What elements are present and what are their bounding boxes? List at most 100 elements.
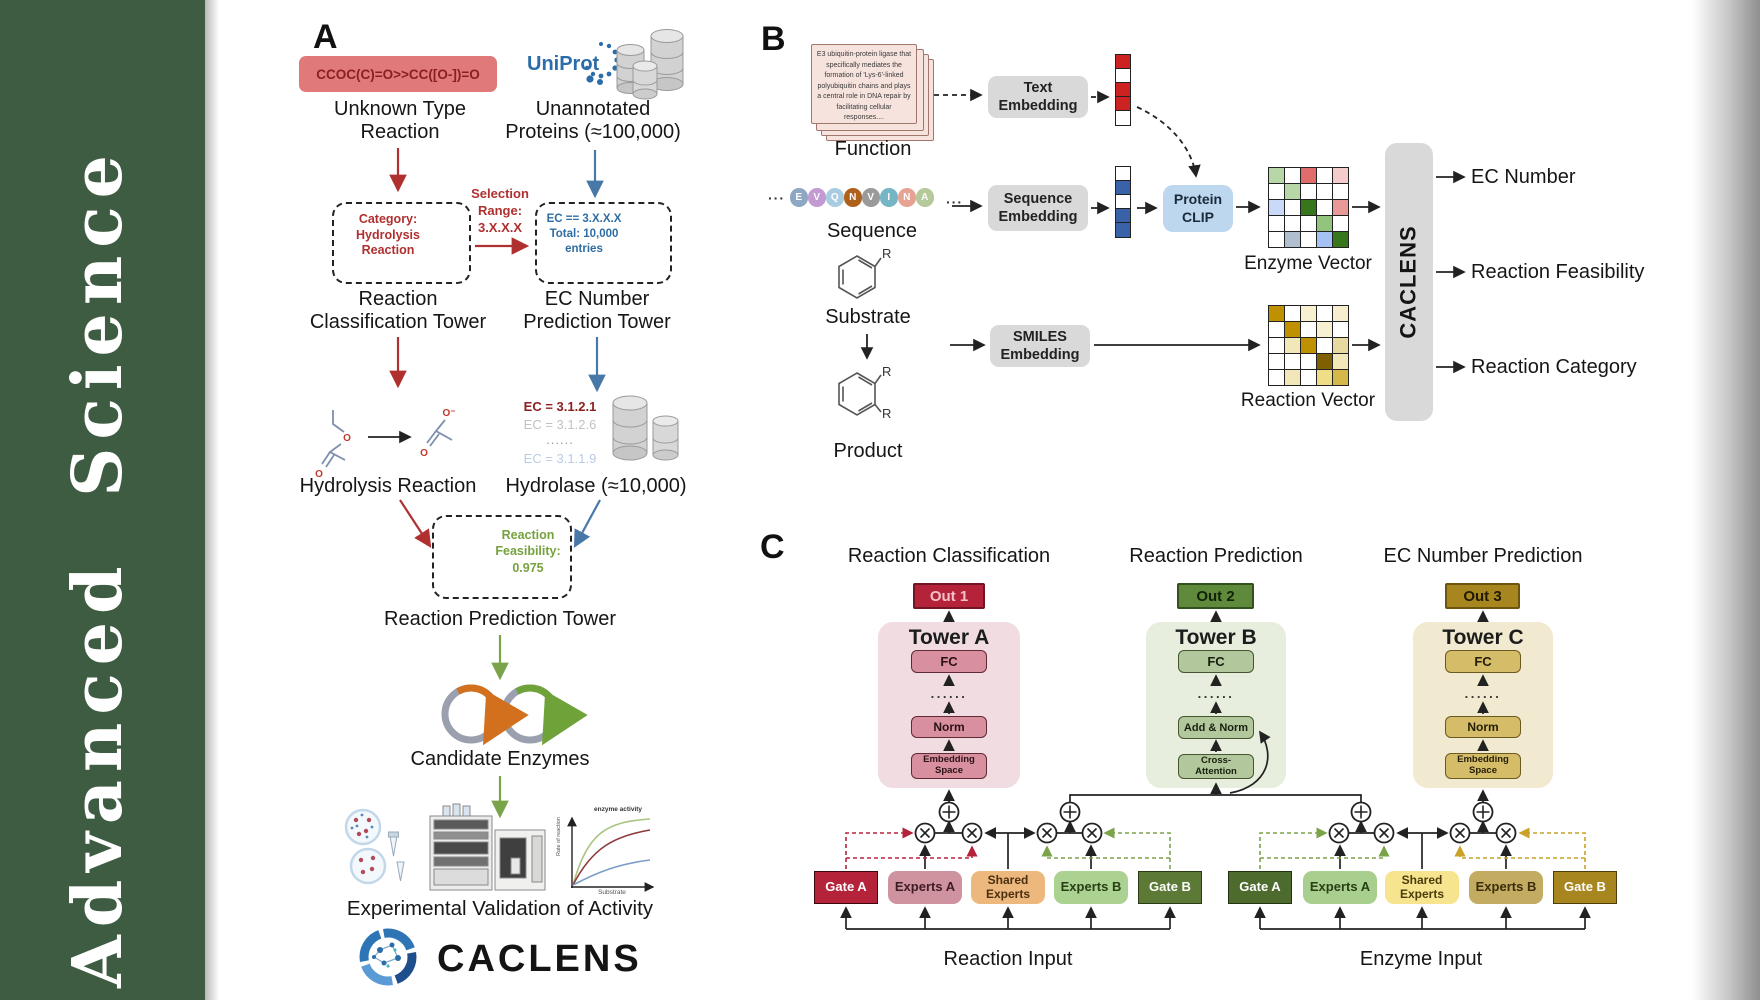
tower-c-fc: FC: [1445, 650, 1521, 673]
prediction-tower-label: Reaction Prediction Tower: [384, 608, 616, 630]
page-edge-shadow: [205, 0, 219, 1000]
text-embedding-vector: [1115, 53, 1131, 127]
sequence-residue: V: [807, 188, 826, 207]
enzyme-gate-b: Gate B: [1553, 871, 1617, 904]
reaction-experts-a: Experts A: [888, 871, 962, 904]
hydrolysis-molecules: O O O⁻ O: [315, 408, 455, 480]
caclens-logo-icon: [359, 928, 417, 986]
reaction-shared-experts: Shared Experts: [971, 871, 1045, 904]
activity-chart-ylabel: Rate of reaction: [556, 817, 562, 856]
text-embedding-label: Text Embedding: [998, 79, 1078, 114]
tower-c-embedding-space: Embedding Space: [1445, 753, 1521, 779]
enzyme-gate-a: Gate A: [1228, 871, 1292, 904]
enzyme-input-label: Enzyme Input: [1359, 948, 1483, 970]
substrate-product-molecules: [838, 255, 882, 416]
protein-clip-box: Protein CLIP: [1163, 185, 1233, 232]
smiles-embedding-box: SMILES Embedding: [990, 325, 1090, 367]
out3-box: Out 3: [1445, 583, 1520, 609]
tower-b-add-norm: Add & Norm: [1178, 716, 1254, 739]
hydrolysis-reaction-label: Hydrolysis Reaction: [299, 475, 477, 497]
sequence-label: Sequence: [826, 220, 918, 242]
selection-range-text: Selection Range: 3.X.X.X: [471, 186, 529, 235]
svg-text:O: O: [420, 448, 428, 459]
sequence-residue: V: [861, 188, 880, 207]
product-r1-label: R: [882, 364, 892, 379]
smiles-reaction-text: CCOC(C)=O>>CC([O-])=O: [316, 66, 480, 82]
petri-dish-icons: [344, 808, 405, 885]
panel-c-label: C: [760, 528, 785, 566]
reaction-experts-b: Experts B: [1054, 871, 1128, 904]
tower-c-dots: ......: [1464, 686, 1502, 701]
panel-a-label: A: [313, 18, 338, 56]
output-reaction-feasibility: Reaction Feasibility: [1471, 261, 1645, 283]
substrate-r-label: R: [882, 246, 892, 261]
reaction-gate-b: Gate B: [1138, 871, 1202, 904]
function-card-text: E3 ubiquitin-protein ligase that specifi…: [816, 51, 912, 121]
plasmid-icons: [441, 684, 588, 746]
output-reaction-category: Reaction Category: [1471, 356, 1637, 378]
sequence-residue: N: [897, 188, 916, 207]
enzyme-shared-experts: Shared Experts: [1385, 871, 1459, 904]
classification-tower-label: Reaction Classification Tower: [309, 288, 487, 333]
ec-entry-1: EC = 3.1.2.1: [523, 399, 597, 414]
output-ec-number: EC Number: [1471, 166, 1576, 188]
substrate-label: Substrate: [825, 306, 911, 328]
panel-b-label: B: [761, 20, 786, 58]
product-label: Product: [833, 440, 903, 462]
tower-a-title: Tower A: [908, 626, 990, 649]
page-right-fade: [1692, 0, 1760, 1000]
sum-and-product-nodes: [914, 801, 1517, 844]
tower-b-dots: ......: [1197, 686, 1235, 701]
sequence-residue: Q: [825, 188, 844, 207]
activity-chart-title: enzyme activity: [594, 806, 643, 813]
enzyme-vector-label: Enzyme Vector: [1244, 253, 1372, 274]
enzyme-icon-label: Enzyme: [452, 561, 482, 570]
text-embedding-box: Text Embedding: [988, 76, 1088, 118]
ec-entry-3: EC = 3.1.1.9: [523, 451, 597, 466]
sequence-embedding-box: Sequence Embedding: [988, 185, 1088, 231]
function-card: E3 ubiquitin-protein ligase that specifi…: [811, 44, 917, 124]
svg-text:O⁻: O⁻: [442, 408, 455, 419]
caclens-wordmark: CACLENS: [437, 938, 642, 980]
tower-a-fc: FC: [911, 650, 987, 673]
header-ec-number-prediction: EC Number Prediction: [1383, 545, 1583, 567]
category-text: Category: Hydrolysis Reaction: [356, 212, 420, 258]
enzyme-vector-matrix: [1267, 166, 1349, 248]
enzyme-experts-b: Experts B: [1469, 871, 1543, 904]
feasibility-text: Reaction Feasibility: 0.975: [495, 528, 561, 575]
smiles-embedding-label: SMILES Embedding: [1000, 328, 1080, 363]
caclens-module-label: CACLENS: [1396, 225, 1421, 339]
out2-box: Out 2: [1177, 583, 1254, 609]
reaction-input-label: Reaction Input: [943, 948, 1073, 970]
svg-text:O: O: [343, 433, 351, 444]
tower-b-cross-attention: Cross- Attention: [1178, 754, 1254, 779]
database-stack-uniprot: [616, 29, 684, 100]
ec-entry-2: EC = 3.1.2.6: [523, 417, 597, 432]
function-label: Function: [834, 138, 912, 160]
product-r2-label: R: [882, 406, 892, 421]
enzyme-experts-a: Experts A: [1303, 871, 1377, 904]
journal-title: Advanced Science: [58, 147, 138, 988]
reaction-vector-label: Reaction Vector: [1240, 390, 1376, 411]
unannotated-proteins-label: Unannotated Proteins (≈100,000): [505, 98, 681, 143]
tower-a-norm: Norm: [911, 716, 987, 738]
uniprot-logo: UniProt: [527, 53, 600, 75]
sequence-ellipsis-right: ···: [946, 194, 963, 210]
out1-box: Out 1: [913, 583, 985, 609]
sequence-ellipsis-left: ···: [768, 190, 785, 206]
activity-chart-xlabel: Substrate: [598, 889, 626, 896]
candidate-enzymes-label: Candidate Enzymes: [410, 748, 590, 770]
experimental-validation-label: Experimental Validation of Activity: [346, 897, 654, 920]
tower-c-norm: Norm: [1445, 716, 1521, 738]
tower-a-embedding-space: Embedding Space: [911, 753, 987, 779]
unknown-reaction-label: Unknown Type Reaction: [334, 98, 466, 143]
tower-c-title: Tower C: [1442, 626, 1524, 649]
sequence-residue: E: [789, 188, 808, 207]
ec-entry-ellipsis: ......: [546, 432, 574, 447]
tower-a-dots: ......: [930, 686, 968, 701]
sequence-embedding-label: Sequence Embedding: [998, 190, 1078, 225]
sequence-embedding-vector: [1115, 165, 1131, 239]
caclens-module: CACLENS: [1385, 143, 1433, 421]
protein-clip-label: Protein CLIP: [1173, 191, 1223, 225]
